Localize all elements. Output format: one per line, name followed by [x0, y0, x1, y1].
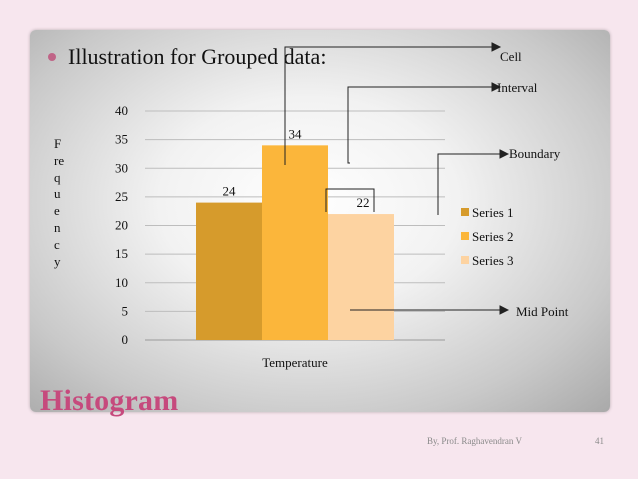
boundary-arrowhead-icon — [499, 149, 510, 159]
y-tick-label: 25 — [115, 189, 128, 204]
legend-label: Series 2 — [472, 229, 514, 244]
annotations — [284, 42, 510, 315]
page-number: 41 — [595, 436, 604, 446]
y-axis-label-letter: F — [54, 136, 62, 151]
boundary-pointer-line — [437, 153, 500, 215]
annotation-interval: Interval — [497, 80, 538, 95]
y-tick-label: 40 — [115, 103, 128, 118]
y-tick-label: 20 — [115, 218, 128, 233]
x-axis-label: Temperature — [262, 355, 328, 370]
annotation-boundary: Boundary — [509, 146, 561, 161]
y-axis-label-letter: re — [54, 152, 65, 168]
annotation-cell: Cell — [500, 49, 522, 64]
y-tick-label: 30 — [115, 160, 128, 175]
cell-pointer-line — [284, 46, 492, 165]
data-label: 24 — [223, 184, 237, 199]
bars — [196, 145, 394, 340]
y-axis-label-letter: u — [54, 186, 61, 202]
bar — [328, 214, 394, 340]
legend: Series 1 Series 2 Series 3 — [461, 205, 514, 268]
legend-swatch — [461, 232, 469, 240]
y-tick-label: 0 — [122, 332, 129, 347]
footer-author: By, Prof. Raghavendran V — [427, 436, 522, 446]
bullet-point: Illustration for Grouped data: — [48, 44, 326, 70]
y-axis-label-letter: e — [54, 203, 60, 219]
y-tick-labels: 0 5 10 15 20 25 30 35 40 — [115, 103, 128, 347]
y-axis-label-letter: q — [54, 169, 61, 185]
y-axis-label-letter: c — [54, 236, 60, 252]
y-tick-label: 35 — [115, 132, 128, 147]
cell-arrowhead-icon — [491, 42, 502, 52]
annotation-mid-point: Mid Point — [516, 304, 569, 319]
bar — [262, 145, 328, 340]
data-label: 34 — [289, 126, 303, 141]
legend-label: Series 3 — [472, 253, 514, 268]
slide-heading: Histogram — [40, 384, 179, 417]
bar — [196, 202, 262, 340]
y-tick-label: 5 — [122, 303, 129, 318]
y-axis-label-letter: y — [54, 253, 61, 269]
y-axis-label-letter: n — [54, 219, 61, 235]
interval-bracket — [325, 188, 375, 212]
bullet-dot-icon — [48, 53, 56, 61]
mid-point-arrowhead-icon — [499, 305, 510, 315]
legend-swatch — [461, 208, 469, 216]
interval-arrowhead-icon — [491, 82, 502, 92]
y-tick-label: 15 — [115, 246, 128, 261]
y-tick-label: 10 — [115, 275, 128, 290]
legend-label: Series 1 — [472, 205, 514, 220]
data-labels: 24 34 22 — [223, 126, 370, 210]
legend-swatch — [461, 256, 469, 264]
bullet-text: Illustration for Grouped data: — [68, 44, 327, 69]
interval-pointer-line — [347, 86, 492, 164]
data-label: 22 — [357, 195, 370, 210]
